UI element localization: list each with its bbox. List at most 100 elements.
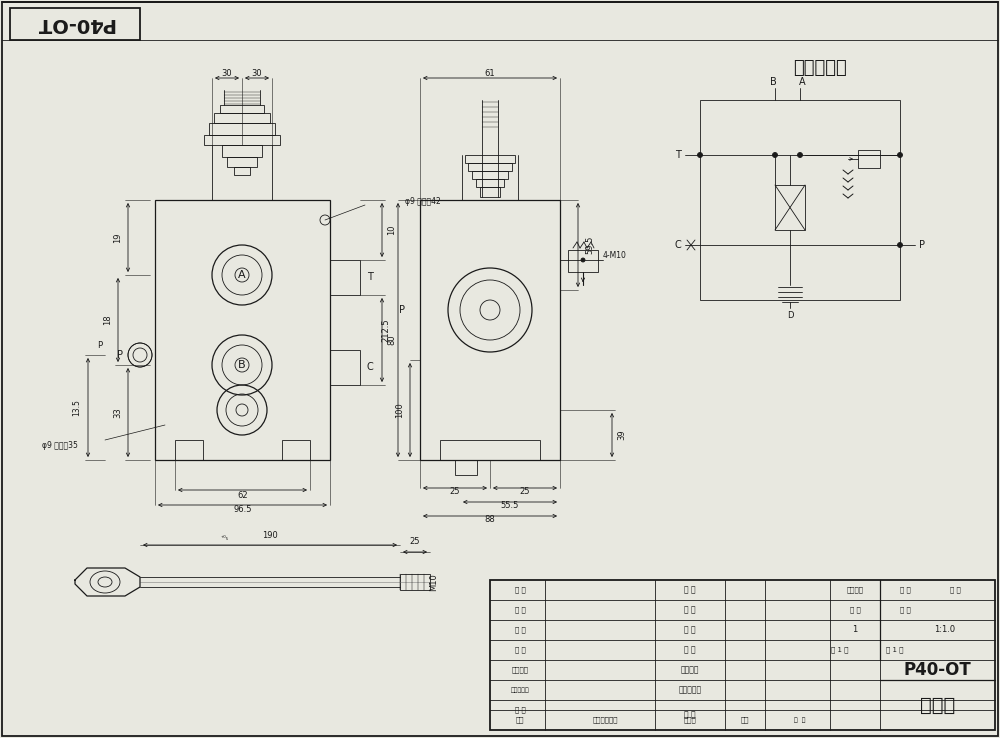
Text: φ9 通孔高42: φ9 通孔高42 bbox=[405, 198, 441, 207]
Text: P: P bbox=[919, 240, 925, 250]
Text: 10: 10 bbox=[388, 225, 396, 235]
Text: 88: 88 bbox=[485, 516, 495, 525]
Bar bbox=[227, 157, 257, 167]
Text: D: D bbox=[787, 311, 793, 320]
Text: 4-M10: 4-M10 bbox=[603, 250, 627, 260]
Text: 描 图: 描 图 bbox=[684, 626, 696, 635]
Bar bbox=[472, 171, 508, 179]
Text: 25: 25 bbox=[450, 488, 460, 497]
Text: P40-OT: P40-OT bbox=[904, 661, 971, 679]
Bar bbox=[465, 155, 515, 163]
Text: 13.5: 13.5 bbox=[72, 399, 82, 416]
Text: 工艺检查: 工艺检查 bbox=[681, 666, 699, 675]
Text: 制 图: 制 图 bbox=[515, 607, 525, 613]
Text: A: A bbox=[799, 77, 805, 87]
Text: 描 图: 描 图 bbox=[515, 627, 525, 633]
Text: 重 量: 重 量 bbox=[850, 607, 860, 613]
Bar bbox=[858, 150, 880, 168]
Circle shape bbox=[798, 153, 802, 157]
Text: 审 核: 审 核 bbox=[684, 711, 696, 720]
Text: 190: 190 bbox=[262, 531, 278, 539]
Bar bbox=[175, 440, 203, 460]
Bar bbox=[440, 440, 540, 460]
Text: 33: 33 bbox=[114, 407, 122, 418]
Bar bbox=[420, 200, 560, 460]
Bar bbox=[330, 260, 360, 295]
Text: 日期: 日期 bbox=[741, 717, 749, 723]
Text: 工艺检查: 工艺检查 bbox=[512, 666, 528, 673]
Bar bbox=[209, 123, 275, 135]
Text: 30: 30 bbox=[222, 69, 232, 77]
Text: 编  号: 编 号 bbox=[794, 717, 806, 723]
Text: 第 1 张: 第 1 张 bbox=[886, 646, 904, 653]
Text: 标准化检查: 标准化检查 bbox=[678, 686, 702, 694]
Bar bbox=[330, 350, 360, 385]
Text: 重 量: 重 量 bbox=[900, 587, 910, 593]
Text: 1: 1 bbox=[852, 626, 858, 635]
Bar bbox=[700, 100, 900, 300]
Circle shape bbox=[581, 258, 585, 262]
Text: 多路阀: 多路阀 bbox=[920, 695, 955, 714]
Bar bbox=[480, 187, 500, 197]
Text: 18: 18 bbox=[104, 314, 112, 325]
Text: 80: 80 bbox=[388, 335, 396, 345]
Text: 比 例: 比 例 bbox=[950, 587, 960, 593]
Text: 1:1.0: 1:1.0 bbox=[934, 626, 956, 635]
Text: 校 对: 校 对 bbox=[515, 646, 525, 653]
Circle shape bbox=[698, 153, 702, 157]
Bar bbox=[468, 163, 512, 171]
Text: 校 对: 校 对 bbox=[684, 646, 696, 655]
Bar bbox=[490, 580, 995, 730]
Bar bbox=[476, 179, 504, 187]
Text: 比 例: 比 例 bbox=[900, 607, 910, 613]
Text: C: C bbox=[675, 240, 681, 250]
Text: 96.5: 96.5 bbox=[233, 506, 252, 514]
Text: P: P bbox=[399, 305, 405, 315]
Bar bbox=[155, 200, 330, 460]
Text: B: B bbox=[238, 360, 246, 370]
Bar bbox=[775, 185, 805, 230]
Text: P: P bbox=[117, 350, 123, 360]
Text: ⁺⁰₅: ⁺⁰₅ bbox=[221, 536, 229, 540]
Text: 25: 25 bbox=[410, 537, 420, 547]
Bar bbox=[214, 113, 270, 123]
Text: B: B bbox=[770, 77, 776, 87]
Text: 审 核: 审 核 bbox=[515, 707, 525, 714]
Text: 59.5: 59.5 bbox=[586, 236, 594, 254]
Circle shape bbox=[898, 153, 902, 157]
Text: 30: 30 bbox=[252, 69, 262, 77]
Text: 备记: 备记 bbox=[516, 717, 524, 723]
Text: 55.5: 55.5 bbox=[501, 502, 519, 511]
Circle shape bbox=[898, 243, 902, 247]
Text: 25: 25 bbox=[520, 488, 530, 497]
Text: T: T bbox=[675, 150, 681, 160]
Text: 39: 39 bbox=[618, 430, 626, 441]
Bar bbox=[282, 440, 310, 460]
Circle shape bbox=[772, 153, 778, 157]
Text: 设 计: 设 计 bbox=[684, 585, 696, 595]
Bar bbox=[400, 574, 430, 590]
Text: 标准化检查: 标准化检查 bbox=[511, 687, 529, 693]
Bar bbox=[568, 250, 598, 272]
Text: 100: 100 bbox=[396, 402, 404, 418]
Text: 212.5: 212.5 bbox=[382, 318, 390, 342]
Text: 设 计: 设 计 bbox=[515, 587, 525, 593]
Text: P: P bbox=[97, 340, 103, 350]
Text: 图样标记: 图样标记 bbox=[846, 587, 864, 593]
Bar bbox=[455, 460, 477, 475]
Text: 制 图: 制 图 bbox=[684, 605, 696, 615]
Bar bbox=[222, 145, 262, 157]
Text: P40-OT: P40-OT bbox=[35, 15, 115, 33]
Text: 更改人: 更改人 bbox=[684, 717, 696, 723]
Text: 61: 61 bbox=[485, 69, 495, 77]
Text: 液压原理图: 液压原理图 bbox=[793, 59, 847, 77]
Text: 共 1 张: 共 1 张 bbox=[831, 646, 849, 653]
Text: T: T bbox=[367, 272, 373, 282]
Text: C: C bbox=[367, 362, 373, 372]
Text: M10: M10 bbox=[430, 573, 438, 591]
Text: 更改内容摘要: 更改内容摘要 bbox=[592, 717, 618, 723]
Text: 62: 62 bbox=[237, 491, 248, 500]
Text: 19: 19 bbox=[114, 232, 122, 243]
Bar bbox=[220, 105, 264, 113]
Text: φ9 通孔高35: φ9 通孔高35 bbox=[42, 441, 78, 449]
